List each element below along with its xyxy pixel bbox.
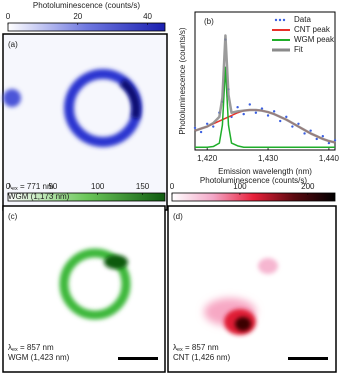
legend-marker	[282, 18, 286, 22]
mode-label: WGM (1,173 nm)	[8, 192, 70, 201]
excitation-symbol: λ	[8, 182, 12, 191]
ring	[59, 248, 131, 320]
panel-frame	[2, 33, 168, 211]
colorbar-title: Photoluminescence (counts/s)	[33, 1, 141, 10]
data-point	[333, 139, 337, 142]
panel-label: (b)	[204, 17, 214, 26]
excitation-symbol: λ	[8, 343, 12, 352]
colorbar-tick-label: 150	[136, 182, 150, 191]
data-point	[327, 141, 331, 145]
excitation-label: λex = 857 nm	[173, 343, 219, 353]
panel-d	[167, 205, 337, 373]
colorbar-title: Photoluminescence (counts/s)	[200, 176, 308, 185]
data-point	[266, 114, 270, 117]
data-point	[212, 125, 215, 128]
ring-bright	[119, 78, 141, 119]
excitation-label: λex = 857 nm	[8, 343, 54, 353]
legend-label: CNT peak	[294, 25, 331, 34]
colorbar-tick-label: 100	[233, 182, 247, 191]
mode-label: CNT (1,426 nm)	[173, 353, 231, 362]
data-point	[199, 130, 203, 134]
panel-label: (a)	[8, 40, 18, 49]
data-point	[297, 122, 300, 125]
legend-marker	[274, 18, 278, 22]
panel-c	[2, 205, 166, 373]
colorbar	[7, 192, 166, 202]
excitation-label: λex = 771 nm	[8, 182, 54, 192]
data-point	[205, 122, 209, 125]
data-point	[254, 111, 258, 114]
panel-label: (d)	[173, 212, 183, 221]
legend-label: WGM peak	[294, 35, 335, 44]
data-point	[291, 125, 294, 128]
colorbar	[171, 192, 336, 202]
x-tick-label: 1,420	[197, 154, 218, 163]
legend-label: Fit	[294, 45, 304, 54]
data-point	[242, 112, 245, 116]
data-point	[260, 107, 264, 110]
panel-frame	[2, 205, 166, 373]
data-point	[315, 137, 318, 141]
excitation-symbol: λ	[173, 343, 177, 352]
mode-label: WGM (1,423 nm)	[8, 353, 70, 362]
data-point	[248, 103, 251, 106]
data-point	[279, 119, 282, 123]
data-point	[285, 115, 288, 119]
data-point	[236, 106, 239, 109]
ring-bright	[104, 255, 128, 269]
blob	[258, 258, 278, 274]
blob	[3, 89, 21, 107]
scale-bar	[118, 357, 158, 360]
series-line	[195, 66, 335, 148]
colorbar-tick-label: 40	[143, 12, 152, 21]
data-point	[303, 132, 306, 135]
scale-bar	[288, 357, 328, 360]
x-tick-label: 1,430	[258, 154, 279, 163]
excitation-value: = 771 nm	[18, 182, 54, 191]
plot-frame	[194, 11, 336, 151]
data-point	[309, 129, 312, 132]
excitation-sub: ex	[12, 347, 18, 353]
excitation-sub: ex	[12, 186, 18, 192]
colorbar-tick-label: 200	[301, 182, 315, 191]
excitation-value: = 857 nm	[18, 343, 54, 352]
series-line	[194, 34, 336, 144]
colorbar-tick-label: 100	[91, 182, 105, 191]
series-line	[194, 109, 336, 144]
legend-label: Data	[294, 15, 311, 24]
data-point	[193, 126, 197, 130]
colorbar-tick-label: 0	[6, 182, 11, 191]
legend-marker	[278, 18, 282, 22]
excitation-value: = 857 nm	[183, 343, 219, 352]
data-point	[321, 135, 325, 138]
panel-a	[2, 33, 168, 211]
colorbar-tick-label: 0	[170, 182, 175, 191]
colorbar-tick-label: 20	[73, 12, 82, 21]
x-axis-label: Emission wavelength (nm)	[218, 167, 312, 176]
x-tick-label: 1,440	[319, 154, 339, 163]
excitation-sub: ex	[177, 347, 183, 353]
data-point	[272, 110, 276, 113]
panel-frame	[167, 205, 337, 373]
spot-core	[235, 317, 251, 331]
colorbar-tick-label: 50	[48, 182, 57, 191]
colorbar-tick-label: 0	[6, 12, 11, 21]
colorbar	[7, 22, 166, 32]
y-axis-label: Photoluminescence (counts/s)	[178, 27, 187, 135]
panel-label: (c)	[8, 212, 18, 221]
